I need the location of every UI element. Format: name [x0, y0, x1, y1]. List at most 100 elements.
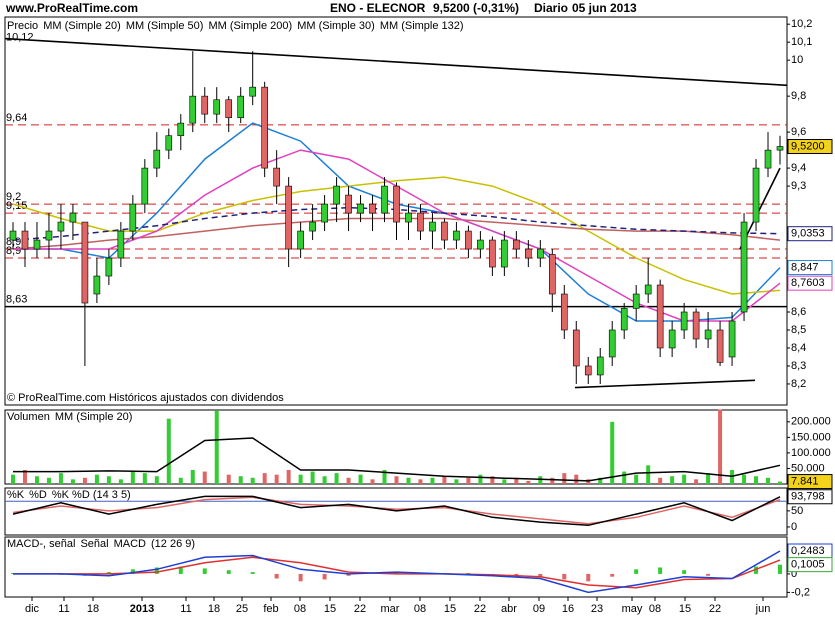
candle-body [345, 194, 352, 214]
histogram-bar [106, 572, 111, 574]
legend-entry: %D [29, 489, 47, 501]
legend-entry: MACD-, señal [7, 538, 75, 550]
histogram-bar [154, 567, 159, 574]
site: www.ProRealTime.com [5, 1, 138, 15]
legend-entry: MM (Simple 20) [55, 411, 133, 423]
histogram-bar [586, 573, 591, 582]
candle-body [225, 99, 233, 119]
volume-bar [46, 477, 51, 484]
volume-bar [514, 477, 519, 484]
volume-bar [274, 474, 279, 484]
x-tick-label: 22 [709, 603, 721, 615]
volume-bar [574, 474, 579, 484]
candle-body [141, 167, 149, 205]
volume-bar [58, 473, 63, 484]
candle-body [584, 365, 592, 376]
histogram-bar [202, 568, 207, 574]
legend-entry: Señal [80, 538, 108, 550]
candle-body [249, 86, 256, 97]
volume-bar [214, 410, 219, 484]
candle-body [369, 203, 376, 214]
candle-body [285, 185, 292, 250]
candle-body [764, 149, 772, 169]
volume-bar [358, 474, 363, 484]
candle-body [537, 248, 544, 259]
x-tick-label: 08 [294, 603, 306, 615]
volume-bar [70, 479, 75, 484]
volume-bar [322, 476, 327, 484]
x-tick-label: 25 [236, 603, 248, 615]
candle-body [740, 221, 748, 313]
histogram-bar [634, 569, 639, 574]
volume-bar [706, 473, 711, 484]
candle-body [153, 149, 161, 169]
volume-bar [142, 473, 147, 484]
footer: © ProRealTime.com Históricos ajustados c… [7, 392, 284, 404]
volume-bar [694, 479, 699, 484]
candle-body [548, 254, 556, 295]
legend-entry: MM (Simple 200) [208, 20, 292, 32]
panel-frame [4, 487, 788, 536]
candle-body [572, 329, 580, 367]
x-tick-label: 18 [208, 603, 220, 615]
level-label: 9,64 [6, 112, 27, 124]
candle-body [81, 221, 89, 304]
histogram-bar [226, 570, 231, 574]
volume-bar [778, 481, 782, 484]
y-tick-label: -0,2 [791, 586, 810, 598]
legend-entry: %K [7, 489, 25, 501]
x-tick-label: jun [755, 603, 771, 615]
candle-body [105, 257, 113, 277]
volume-bar [526, 480, 531, 484]
volume-bar [562, 473, 567, 484]
candle-body [513, 239, 520, 250]
x-tick-label: mar [381, 603, 400, 615]
candle-body [393, 185, 400, 223]
volume-bar [490, 476, 495, 484]
x-tick-label: abr [501, 603, 517, 615]
volume-bar [634, 474, 639, 484]
histogram-bar [298, 573, 303, 582]
candle-body [309, 221, 316, 232]
x-tick-label: 15 [324, 603, 336, 615]
ma-line [12, 496, 781, 525]
ma-line [13, 550, 781, 594]
histogram-bar [778, 564, 782, 574]
x-tick-label: 11 [58, 603, 69, 615]
histogram-bar [658, 567, 663, 574]
ma-line [12, 495, 781, 527]
volume-bar [454, 479, 459, 484]
ma-line [13, 556, 781, 589]
x-tick-label: 15 [444, 603, 456, 615]
y-tick-label: 8,5 [791, 324, 806, 336]
level-label: 8,63 [6, 294, 27, 306]
value-box [787, 260, 833, 276]
histogram-bar [754, 566, 759, 574]
candle-body [776, 146, 784, 151]
candle-body [45, 230, 53, 241]
candle-body [668, 329, 676, 349]
x-tick-label: may [622, 603, 643, 615]
volume-bar [130, 471, 135, 484]
x-tick-label: 23 [591, 603, 603, 615]
candle-body [704, 329, 712, 340]
histogram-bar [538, 573, 543, 577]
level-label: 9,2 [6, 191, 21, 203]
candle-body [189, 95, 197, 124]
candle-body [477, 239, 484, 250]
volume-bar [766, 477, 771, 484]
candle-body [441, 221, 448, 241]
candle-body [237, 95, 245, 119]
value-box [787, 275, 833, 291]
x-tick-label: 16 [562, 603, 574, 615]
volume-bar [334, 473, 339, 484]
legend-entry: MACD [114, 538, 146, 550]
trendline-label: 10,12 [6, 31, 34, 43]
candle-body [716, 329, 724, 363]
y-tick-label: 8,6 [791, 306, 806, 318]
volume-bar [370, 479, 375, 484]
candle-body [21, 230, 29, 250]
volume-bar [190, 470, 195, 484]
volume-bar [466, 477, 471, 484]
